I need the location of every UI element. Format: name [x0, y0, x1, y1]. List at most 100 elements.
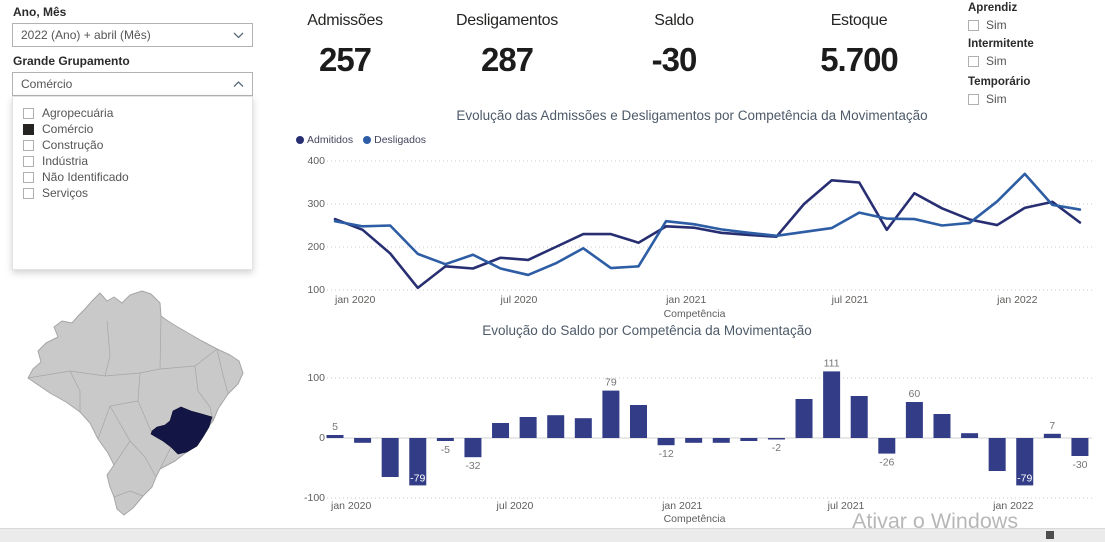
option-checkbox[interactable]: [23, 171, 34, 183]
bar-data-label: 60: [909, 388, 921, 400]
bar-data-label: -30: [1072, 459, 1087, 471]
saldo-bar[interactable]: [629, 405, 647, 438]
chevron-down-icon: [233, 32, 244, 38]
grupamento-option-4[interactable]: Não Identificado: [13, 169, 252, 185]
saldo-bar[interactable]: [574, 418, 592, 438]
saldo-bar[interactable]: [905, 402, 923, 438]
option-checkbox[interactable]: [23, 187, 34, 199]
option-checkbox[interactable]: [23, 139, 34, 151]
desligados-line[interactable]: [333, 172, 1082, 277]
y-tick-label: 100: [307, 284, 325, 296]
saldo-bar[interactable]: [492, 423, 510, 438]
ano-mes-dropdown[interactable]: 2022 (Ano) + abril (Mês): [12, 23, 253, 47]
x-tick-label: jan 2020: [335, 294, 376, 306]
saldo-bar[interactable]: [767, 438, 785, 440]
x-tick-label: jul 2020: [496, 500, 534, 512]
grupamento-option-1[interactable]: Comércio: [13, 121, 252, 137]
y-tick-label: -100: [303, 492, 325, 504]
grupamento-option-5[interactable]: Serviços: [13, 185, 252, 201]
saldo-bar[interactable]: [961, 433, 979, 438]
intermitente-sim-label: Sim: [986, 54, 1007, 68]
kpi-value: 287: [480, 41, 534, 78]
kpi-value: -30: [651, 41, 698, 78]
bar-data-label: 79: [605, 377, 617, 389]
bar-data-label: 111: [824, 357, 840, 369]
intermitente-sim-checkbox[interactable]: [968, 55, 979, 67]
saldo-bar[interactable]: [519, 417, 537, 438]
legend-item-desligados[interactable]: Desligados: [363, 134, 426, 146]
state-minas-gerais[interactable]: [150, 406, 213, 455]
saldo-bar[interactable]: [547, 415, 565, 438]
saldo-bar[interactable]: [685, 438, 703, 443]
brazil-map[interactable]: [10, 281, 275, 531]
option-checkbox[interactable]: [23, 107, 34, 119]
saldo-bar[interactable]: [354, 438, 372, 443]
chevron-up-icon: [233, 80, 244, 87]
temporario-sim-checkbox[interactable]: [968, 93, 979, 105]
saldo-bar[interactable]: [602, 390, 620, 438]
saldo-bar[interactable]: [1071, 438, 1089, 456]
x-tick-label: jan 2022: [993, 500, 1034, 512]
y-tick-label: 400: [307, 155, 325, 167]
saldo-bar[interactable]: [878, 438, 896, 454]
kpi-card-estoque: Estoque 5.700: [784, 12, 934, 79]
temporario-sim-label: Sim: [986, 92, 1007, 106]
saldo-bar[interactable]: [740, 438, 758, 441]
saldo-bar[interactable]: [712, 438, 730, 443]
grande-grupamento-dropdown[interactable]: Comércio: [12, 72, 253, 96]
bar-data-label: -79: [410, 472, 425, 484]
option-label: Não Identificado: [42, 170, 129, 184]
bar-data-label: 5: [332, 421, 338, 433]
option-checkbox[interactable]: [23, 155, 34, 167]
option-label: Serviços: [42, 186, 89, 200]
saldo-bar[interactable]: [933, 414, 951, 438]
kpi-label: Admissões: [307, 12, 383, 29]
bar-chart[interactable]: 5 -79 -5 -32 79 -12 -2 111 -26 60 -79 7 -30 Competên…: [297, 350, 1092, 528]
temporario-sim-row[interactable]: Sim: [968, 92, 1007, 106]
line-chart-legend: Admitidos Desligados: [296, 134, 426, 146]
saldo-bar[interactable]: [795, 399, 813, 438]
saldo-bar[interactable]: [326, 435, 344, 438]
bar-data-label: -5: [441, 444, 450, 456]
aprendiz-sim-label: Sim: [986, 18, 1007, 32]
x-tick-label: jan 2022: [997, 294, 1038, 306]
option-checkbox[interactable]: [23, 123, 34, 135]
legend-item-admitidos[interactable]: Admitidos: [296, 134, 353, 146]
kpi-card-desligamentos: Desligamentos 287: [432, 12, 582, 79]
grupamento-option-0[interactable]: Agropecuária: [13, 105, 252, 121]
grupamento-option-3[interactable]: Indústria: [13, 153, 252, 169]
aprendiz-sim-checkbox[interactable]: [968, 19, 979, 31]
saldo-bar[interactable]: [436, 438, 454, 441]
kpi-card-saldo: Saldo -30: [599, 12, 749, 79]
state-shape[interactable]: [27, 290, 244, 516]
bar-chart-title: Evolução do Saldo por Competência da Mov…: [482, 323, 812, 338]
saldo-bar[interactable]: [850, 396, 868, 438]
kpi-label: Saldo: [654, 12, 694, 29]
saldo-bar[interactable]: [1016, 438, 1034, 486]
line-chart-plot-area[interactable]: [297, 155, 1092, 307]
option-label: Indústria: [42, 154, 89, 168]
admitidos-line[interactable]: [333, 179, 1082, 290]
grande-grupamento-options-panel: Agropecuária Comércio Construção Indústria N…: [12, 96, 253, 270]
ano-mes-slicer-label: Ano, Mês: [13, 5, 67, 19]
saldo-bar[interactable]: [409, 438, 427, 486]
grupamento-option-2[interactable]: Construção: [13, 137, 252, 153]
bar-data-label: -12: [658, 448, 673, 460]
scrollbar-thumb[interactable]: [1046, 531, 1054, 539]
bar-data-label: -79: [1017, 472, 1032, 484]
saldo-bar[interactable]: [988, 438, 1006, 471]
saldo-bar[interactable]: [657, 438, 675, 446]
bar-chart-plot-area[interactable]: 5 -79 -5 -32 79 -12 -2 111 -26 60 -79 7 -30: [297, 350, 1092, 513]
saldo-bar[interactable]: [381, 438, 399, 477]
saldo-bar[interactable]: [1043, 433, 1061, 438]
x-tick-label: jan 2020: [331, 500, 372, 512]
kpi-value: 257: [318, 41, 372, 78]
line-chart[interactable]: Competência 100 200 300 400 jan 2020 jul 2020…: [297, 155, 1092, 323]
intermitente-sim-row[interactable]: Sim: [968, 54, 1007, 68]
legend-label: Admitidos: [307, 134, 354, 146]
saldo-bar[interactable]: [823, 371, 841, 438]
saldo-bar[interactable]: [464, 438, 482, 458]
legend-label: Desligados: [374, 134, 427, 146]
aprendiz-sim-row[interactable]: Sim: [968, 18, 1007, 32]
